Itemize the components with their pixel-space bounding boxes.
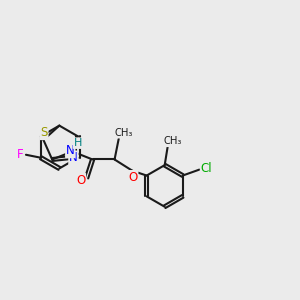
Text: N: N xyxy=(66,144,75,158)
Text: Cl: Cl xyxy=(201,162,212,175)
Text: N: N xyxy=(69,152,78,164)
Text: F: F xyxy=(17,148,23,161)
Text: H: H xyxy=(74,138,82,148)
Text: O: O xyxy=(128,171,138,184)
Text: O: O xyxy=(76,174,85,187)
Text: CH₃: CH₃ xyxy=(163,136,182,146)
Text: S: S xyxy=(40,126,48,139)
Text: CH₃: CH₃ xyxy=(114,128,133,138)
